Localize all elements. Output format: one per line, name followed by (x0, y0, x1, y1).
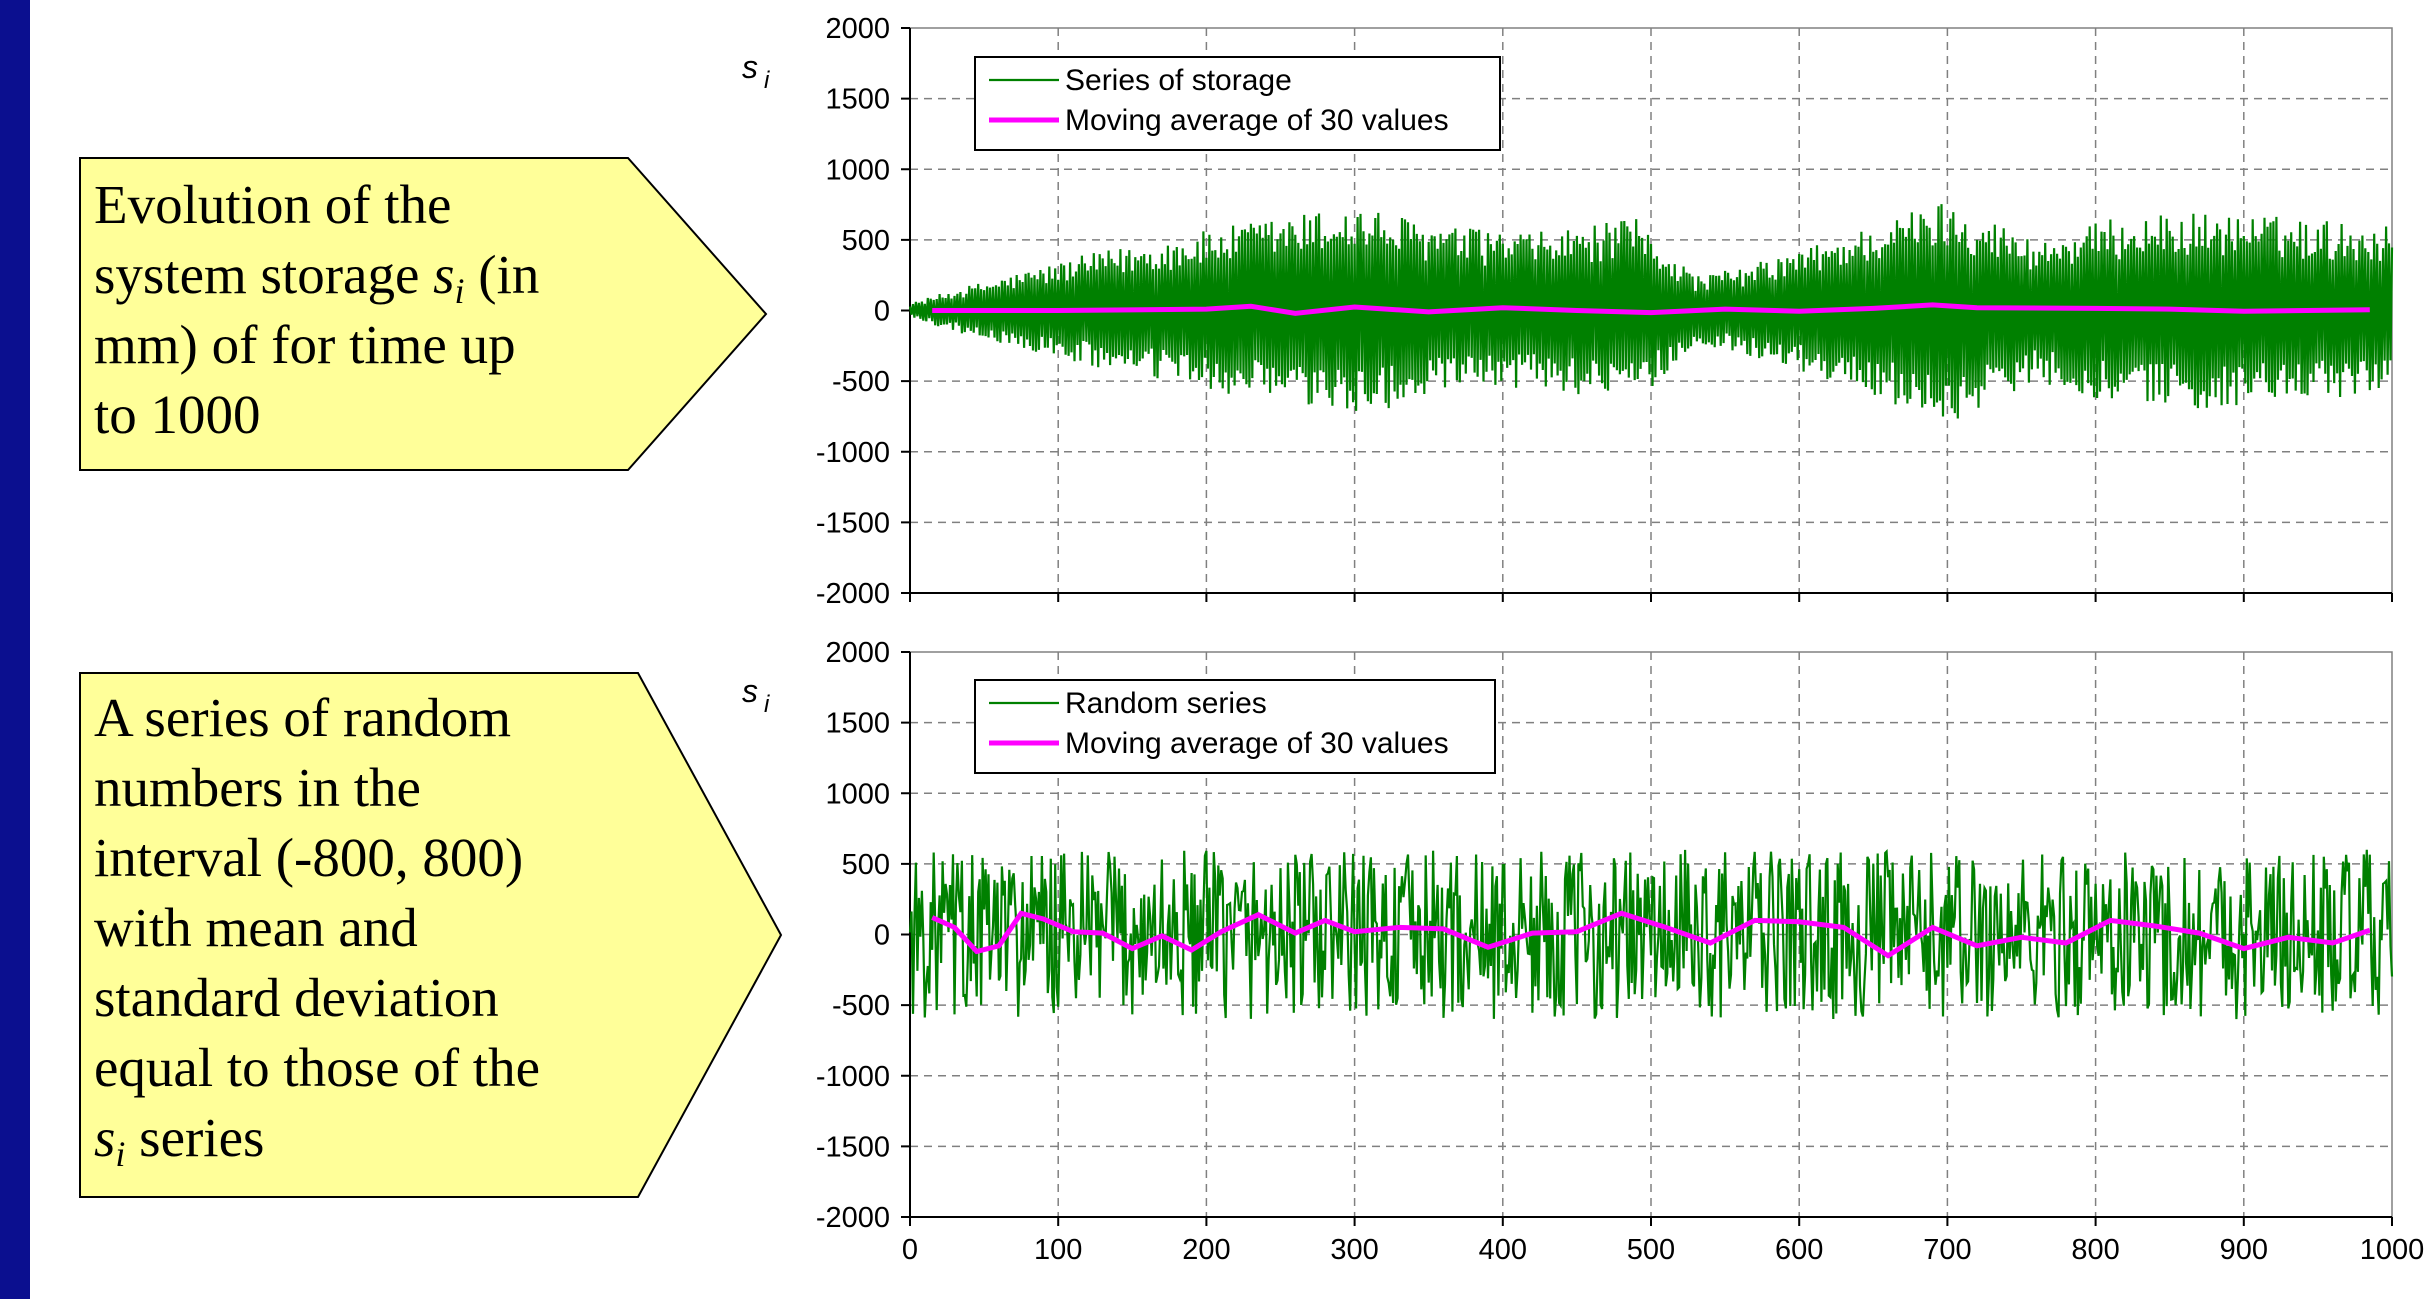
x-tick-label: 900 (2220, 1234, 2268, 1266)
y-tick-label: -2000 (816, 578, 890, 610)
callout-storage: Evolution of the system storage si (in m… (78, 156, 768, 472)
callout-random-shape (79, 672, 783, 1198)
y-tick-label: -1500 (816, 1131, 890, 1163)
y-tick-label: 500 (842, 225, 890, 257)
legend-box (974, 679, 1496, 774)
series-line-random (908, 848, 2394, 1020)
callout-random-sub: i (115, 1134, 126, 1174)
chart-1: 2000 1500 1000 500 0 -500 -1000 -1500 -2000 s i Ser… (742, 13, 2394, 610)
y-tick-label: 0 (874, 296, 890, 328)
callout-random: A series of random numbers in the interv… (78, 671, 783, 1199)
callout-storage-line2: system storage si (in (94, 240, 539, 310)
legend-label: Series of storage (1065, 64, 1292, 97)
y-tick-label: 1000 (825, 154, 890, 186)
y-tick-label: 0 (874, 920, 890, 952)
y-tick-label: -1500 (816, 507, 890, 539)
y-tick-label: 1500 (825, 84, 890, 116)
y-tick-label: -500 (832, 990, 890, 1022)
y-tick-label: 2000 (825, 13, 890, 45)
y-tick-label: -1000 (816, 437, 890, 469)
series-line-storage (908, 204, 2394, 419)
callout-storage-line2-post: (in (464, 244, 540, 305)
callout-random-line7: si series (94, 1103, 540, 1173)
callout-random-post: series (125, 1107, 265, 1168)
series-line-moving-average (932, 302, 2370, 316)
x-tick-label: 500 (1627, 1234, 1675, 1266)
callout-random-line6: equal to those of the (94, 1037, 540, 1098)
x-tick-label: 100 (1034, 1234, 1082, 1266)
y-tick-label: -2000 (816, 1202, 890, 1234)
x-tick-label: 300 (1330, 1234, 1378, 1266)
callout-random-line4: with mean and (94, 897, 418, 958)
series-line-moving-average (931, 910, 2371, 959)
callout-storage-line3: mm) of for time up (94, 314, 516, 375)
callout-storage-line4: to 1000 (94, 384, 261, 445)
y-tick-label: 500 (842, 849, 890, 881)
callout-storage-var: s (433, 244, 455, 305)
callout-storage-shape (79, 157, 768, 471)
callout-storage-text: Evolution of the system storage si (in m… (94, 170, 539, 450)
x-tick-label: 0 (902, 1234, 918, 1266)
callout-random-line1: A series of random (94, 687, 511, 748)
x-tick-label: 600 (1775, 1234, 1823, 1266)
callout-storage-sub: i (454, 271, 465, 311)
callout-random-text: A series of random numbers in the interv… (94, 683, 540, 1173)
x-tick-label: 1000 (2360, 1234, 2425, 1266)
legend-label: Moving average of 30 values (1065, 104, 1449, 137)
x-tick-label: 800 (2071, 1234, 2119, 1266)
y-tick-label: 2000 (825, 637, 890, 669)
x-tick-label: 400 (1479, 1234, 1527, 1266)
callout-random-line3: interval (-800, 800) (94, 827, 524, 888)
callout-random-var: s (94, 1107, 116, 1168)
callout-random-line2: numbers in the (94, 757, 421, 818)
y-tick-label: -500 (832, 366, 890, 398)
callout-random-line5: standard deviation (94, 967, 499, 1028)
legend-label: Random series (1065, 687, 1267, 720)
legend-label: Moving average of 30 values (1065, 727, 1449, 760)
y-tick-label: -1000 (816, 1061, 890, 1093)
chart-2: 2000 1500 1000 500 0 -500 -1000 -1500 -2000 0 100 2… (742, 637, 2424, 1266)
callout-storage-line1: Evolution of the (94, 174, 452, 235)
left-accent-bar (0, 0, 30, 1299)
callout-storage-line2-pre: system storage (94, 244, 434, 305)
y-tick-label: 1500 (825, 708, 890, 740)
x-tick-label: 700 (1923, 1234, 1971, 1266)
legend-box (974, 56, 1501, 151)
y-tick-label: 1000 (825, 778, 890, 810)
x-tick-label: 200 (1182, 1234, 1230, 1266)
